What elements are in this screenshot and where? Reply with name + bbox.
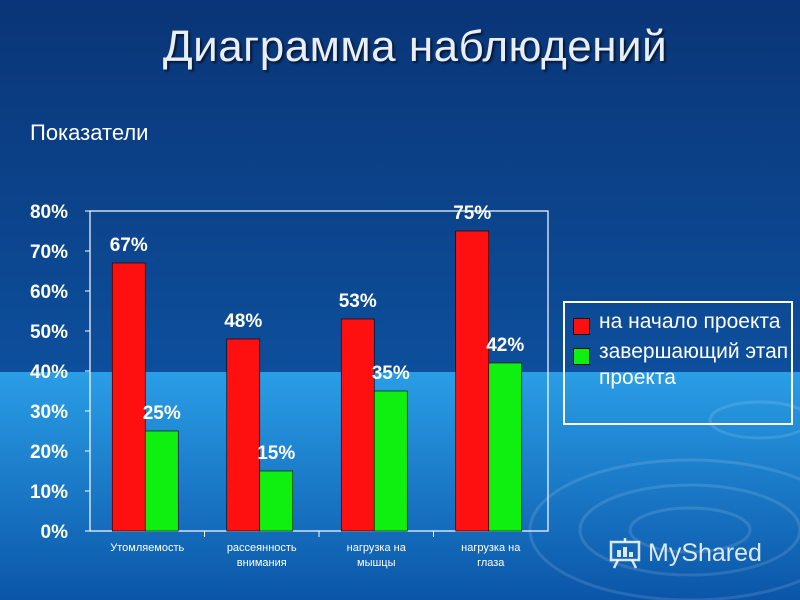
data-label: 42%	[486, 335, 524, 356]
bar-final	[259, 470, 294, 532]
x-category-label: рассеянность внимания	[227, 542, 297, 569]
data-label: 15%	[257, 443, 295, 464]
legend-label-start: на начало проекта	[599, 310, 781, 333]
slide-subtitle: Показатели	[30, 120, 149, 145]
legend-swatch-red	[573, 318, 590, 335]
legend-label-final: завершающий этап проекта	[599, 340, 789, 389]
y-tick-label: 70%	[30, 242, 68, 263]
bar-final	[144, 430, 179, 532]
chart-legend: на начало проекта завершающий этап проек…	[563, 301, 793, 425]
legend-item-start: на начало проекта	[573, 309, 791, 335]
y-tick-label: 30%	[30, 402, 68, 423]
bar-start	[111, 262, 146, 532]
y-tick-label: 40%	[30, 362, 68, 383]
data-label: 53%	[339, 291, 377, 312]
data-label: 35%	[372, 363, 410, 384]
data-label: 25%	[143, 403, 181, 424]
bar-start	[455, 230, 490, 532]
data-label: 75%	[453, 203, 491, 224]
presentation-board-icon	[609, 538, 641, 569]
y-tick-label: 80%	[30, 202, 68, 223]
data-label: 67%	[110, 235, 148, 256]
x-category-label: Утомляемость	[110, 542, 184, 554]
watermark-text: MyShared	[648, 538, 762, 567]
legend-swatch-green	[573, 348, 590, 365]
y-tick-label: 0%	[41, 522, 69, 543]
watermark: MyShared	[608, 536, 762, 570]
legend-item-final: завершающий этап проекта	[573, 339, 791, 391]
x-category-label: нагрузка на глаза	[461, 542, 521, 569]
y-tick-label: 60%	[30, 282, 68, 303]
y-tick-label: 20%	[30, 442, 68, 463]
y-tick-label: 10%	[30, 482, 68, 503]
bar-start	[340, 318, 375, 532]
x-category-label: нагрузка на мышцы	[347, 542, 407, 569]
bar-start	[226, 338, 261, 532]
bar-final	[373, 390, 408, 532]
slide-title: Диаграмма наблюдений	[162, 22, 668, 71]
data-label: 48%	[224, 311, 262, 332]
y-tick-label: 50%	[30, 322, 68, 343]
bar-final	[488, 362, 523, 532]
